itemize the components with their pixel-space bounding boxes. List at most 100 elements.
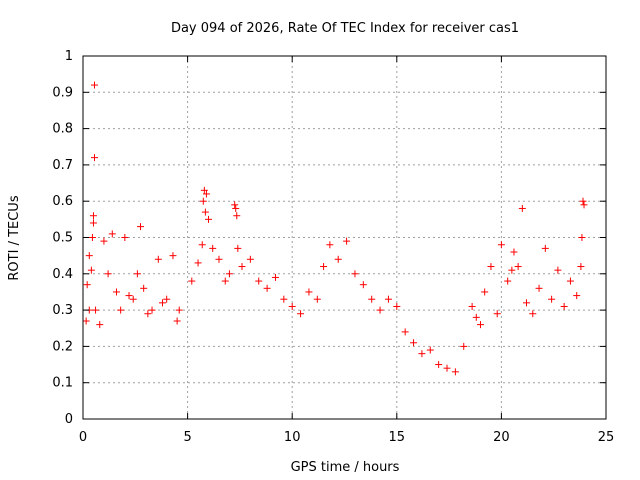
data-point bbox=[510, 248, 518, 256]
data-point bbox=[580, 201, 588, 209]
data-point bbox=[88, 234, 96, 241]
data-point bbox=[137, 223, 145, 231]
data-point bbox=[435, 361, 443, 369]
data-point bbox=[271, 273, 279, 281]
data-point bbox=[96, 321, 104, 329]
data-point bbox=[376, 306, 384, 314]
y-tick-label: 0.7 bbox=[52, 158, 73, 173]
data-point bbox=[121, 234, 129, 241]
data-point bbox=[255, 277, 263, 285]
data-point bbox=[487, 263, 495, 271]
data-point bbox=[305, 288, 313, 296]
x-tick-label: 25 bbox=[598, 430, 615, 445]
data-point bbox=[233, 212, 241, 220]
data-point bbox=[117, 306, 125, 314]
data-point bbox=[82, 317, 90, 325]
data-point bbox=[554, 266, 562, 274]
data-point bbox=[125, 292, 133, 300]
data-point bbox=[393, 302, 401, 310]
data-point bbox=[144, 310, 152, 318]
data-point bbox=[326, 241, 334, 249]
x-tick-label: 20 bbox=[493, 430, 510, 445]
grid bbox=[83, 56, 606, 419]
data-point bbox=[169, 252, 177, 260]
y-tick-labels: 0 0.1 0.2 0.3 0.4 0.5 0.6 0.7 0.8 0.9 1 bbox=[52, 49, 73, 427]
data-point bbox=[154, 255, 162, 263]
data-point bbox=[112, 288, 120, 296]
data-point bbox=[221, 277, 229, 285]
data-point bbox=[280, 295, 288, 303]
data-point bbox=[529, 310, 537, 318]
y-tick-label: 0.2 bbox=[52, 339, 73, 354]
x-axis-label: GPS time / hours bbox=[291, 460, 400, 475]
data-point bbox=[83, 281, 91, 289]
y-tick-label: 1 bbox=[65, 49, 73, 64]
data-point bbox=[87, 266, 95, 274]
x-tick-label: 5 bbox=[183, 430, 191, 445]
x-tick-label: 15 bbox=[389, 430, 406, 445]
y-tick-label: 0.5 bbox=[52, 231, 73, 246]
data-point bbox=[541, 244, 549, 252]
scatter-points bbox=[82, 81, 588, 376]
data-point bbox=[163, 295, 171, 303]
data-point bbox=[566, 277, 574, 285]
data-point bbox=[175, 306, 183, 314]
y-tick-label: 0 bbox=[65, 412, 73, 427]
y-tick-label: 0.6 bbox=[52, 194, 73, 209]
data-point bbox=[577, 263, 585, 271]
data-point bbox=[201, 208, 209, 216]
data-point bbox=[343, 237, 351, 245]
data-point bbox=[288, 302, 296, 310]
y-tick-label: 0.3 bbox=[52, 303, 73, 318]
y-tick-label: 0.4 bbox=[52, 267, 73, 282]
y-tick-label: 0.8 bbox=[52, 122, 73, 137]
data-point bbox=[401, 328, 409, 336]
data-point bbox=[188, 277, 196, 285]
data-point bbox=[238, 263, 246, 271]
data-point bbox=[231, 201, 239, 209]
data-point bbox=[418, 350, 426, 358]
data-point bbox=[468, 302, 476, 310]
data-point bbox=[225, 270, 233, 278]
data-point bbox=[246, 255, 254, 263]
data-point bbox=[91, 154, 99, 162]
data-point bbox=[560, 302, 568, 310]
data-point bbox=[140, 284, 148, 292]
data-point bbox=[460, 342, 468, 350]
data-point bbox=[410, 339, 418, 347]
data-point bbox=[504, 277, 512, 285]
data-point bbox=[472, 313, 480, 321]
y-axis-label: ROTI / TECUs bbox=[7, 195, 22, 280]
data-point bbox=[215, 255, 223, 263]
data-point bbox=[426, 346, 434, 354]
data-point bbox=[232, 204, 240, 212]
data-point bbox=[351, 270, 359, 278]
data-point bbox=[548, 295, 556, 303]
data-point bbox=[100, 237, 108, 245]
data-point bbox=[194, 259, 202, 267]
data-point bbox=[573, 292, 581, 300]
chart-title: Day 094 of 2026, Rate Of TEC Index for r… bbox=[171, 21, 519, 36]
data-point bbox=[481, 288, 489, 296]
data-point bbox=[148, 306, 156, 314]
data-point bbox=[508, 266, 516, 274]
data-point bbox=[297, 310, 305, 318]
data-point bbox=[368, 295, 376, 303]
data-point bbox=[384, 295, 392, 303]
data-point bbox=[173, 317, 181, 325]
data-point bbox=[497, 241, 505, 249]
data-point bbox=[198, 241, 206, 249]
data-point bbox=[359, 281, 367, 289]
data-point bbox=[523, 299, 531, 307]
data-point bbox=[320, 263, 328, 271]
data-point bbox=[535, 284, 543, 292]
data-point bbox=[443, 364, 451, 372]
data-point bbox=[313, 295, 321, 303]
data-point bbox=[200, 186, 208, 194]
data-point bbox=[234, 244, 242, 252]
data-point bbox=[451, 368, 459, 376]
data-point bbox=[108, 230, 116, 238]
data-point bbox=[158, 299, 166, 307]
data-point bbox=[514, 263, 522, 271]
